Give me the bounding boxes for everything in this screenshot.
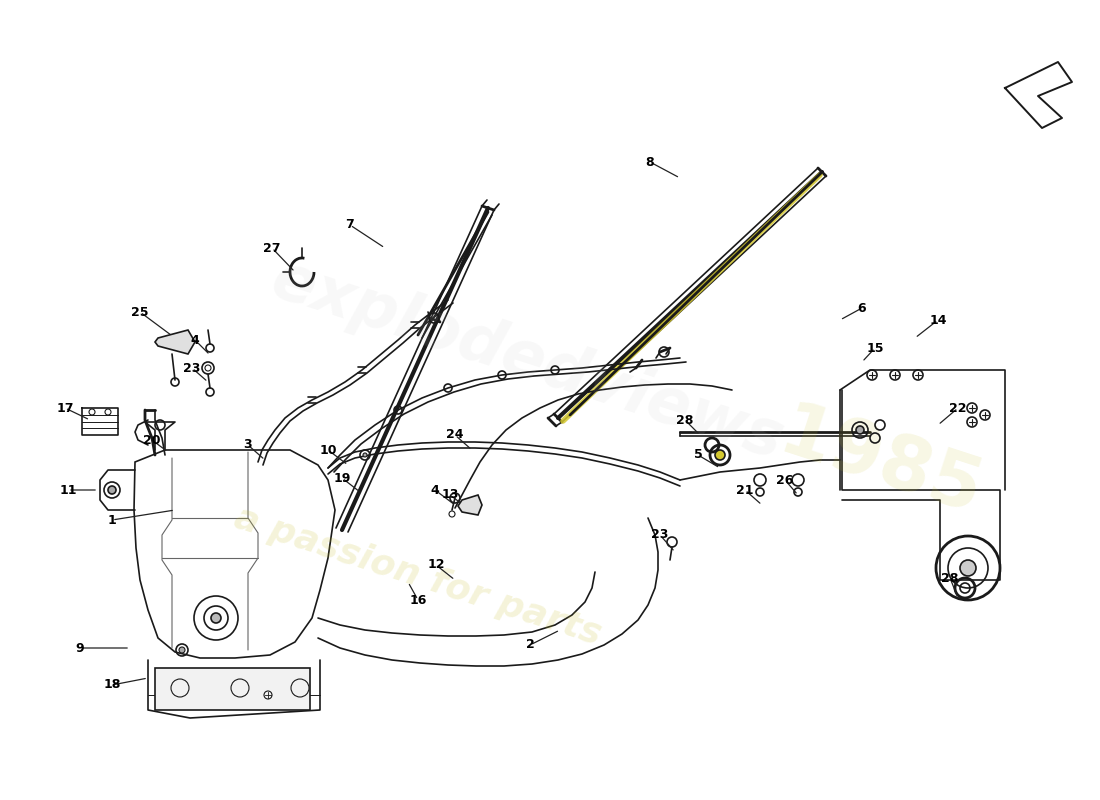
Text: 1: 1 — [108, 514, 117, 526]
Text: 16: 16 — [409, 594, 427, 606]
Text: 19: 19 — [333, 471, 351, 485]
Circle shape — [856, 426, 864, 434]
Text: 28: 28 — [676, 414, 694, 426]
FancyBboxPatch shape — [155, 668, 310, 710]
Text: 21: 21 — [736, 483, 754, 497]
Text: 9: 9 — [76, 642, 85, 654]
Polygon shape — [134, 450, 336, 658]
Text: 4: 4 — [190, 334, 199, 346]
Text: 10: 10 — [319, 443, 337, 457]
Polygon shape — [458, 495, 482, 515]
Text: 5: 5 — [694, 449, 703, 462]
Text: 4: 4 — [430, 483, 439, 497]
Text: 17: 17 — [56, 402, 74, 414]
Circle shape — [179, 647, 185, 653]
Text: 23: 23 — [184, 362, 200, 374]
Text: 25: 25 — [131, 306, 149, 318]
Text: 3: 3 — [244, 438, 252, 451]
Text: 7: 7 — [345, 218, 354, 231]
Text: 12: 12 — [427, 558, 444, 571]
Polygon shape — [155, 330, 195, 354]
Text: 20: 20 — [143, 434, 161, 446]
Text: 8: 8 — [646, 155, 654, 169]
Circle shape — [363, 453, 367, 457]
Text: 28: 28 — [942, 571, 959, 585]
Text: 6: 6 — [858, 302, 867, 314]
Text: 18: 18 — [103, 678, 121, 691]
Polygon shape — [1005, 62, 1072, 128]
Circle shape — [715, 450, 725, 460]
Text: 13: 13 — [441, 489, 459, 502]
Text: 23: 23 — [651, 529, 669, 542]
Text: 11: 11 — [59, 483, 77, 497]
Text: 15: 15 — [867, 342, 883, 354]
Text: 24: 24 — [447, 429, 464, 442]
Text: 2: 2 — [526, 638, 535, 651]
Text: 22: 22 — [949, 402, 967, 414]
Text: a passion for parts: a passion for parts — [230, 501, 606, 651]
Circle shape — [108, 486, 115, 494]
Text: 27: 27 — [263, 242, 280, 254]
Text: 14: 14 — [930, 314, 947, 326]
Circle shape — [211, 613, 221, 623]
Text: explodedviews: explodedviews — [264, 248, 792, 472]
Text: 1985: 1985 — [770, 397, 990, 531]
Text: 26: 26 — [777, 474, 794, 486]
Circle shape — [960, 560, 976, 576]
